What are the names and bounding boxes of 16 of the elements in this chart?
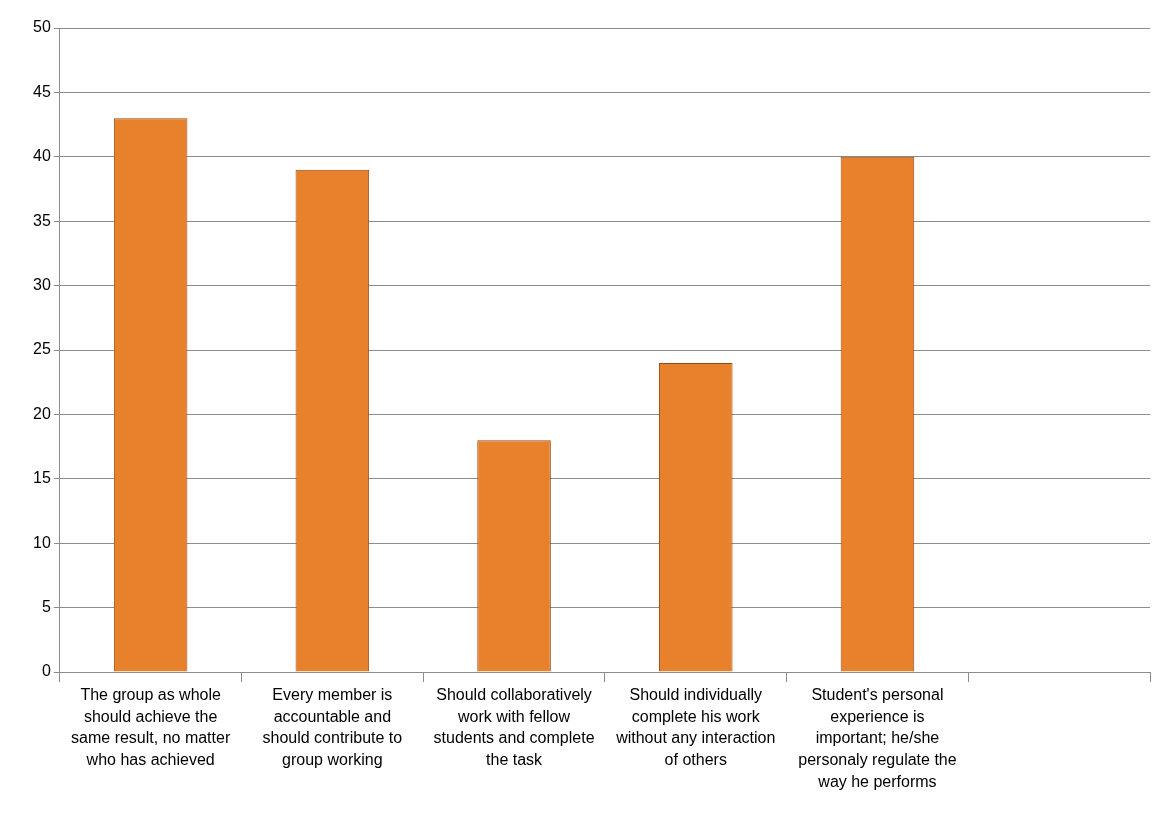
x-tick-label: The group as whole should achieve the same result, no matter who has achieved (71, 686, 231, 769)
y-tick-label: 50 (33, 18, 51, 36)
y-tick-label: 10 (33, 533, 51, 551)
y-tick-label: 35 (33, 211, 51, 229)
x-tick-label: Every member is accountable and should contribute to group working (262, 686, 403, 769)
y-tick-label: 40 (33, 147, 51, 165)
y-tick-label: 20 (33, 404, 51, 422)
x-tick-label: Should collaboratively work with fellow students and complete the task (433, 686, 595, 769)
y-tick-label: 0 (41, 662, 51, 680)
y-tick-label: 45 (33, 82, 51, 100)
x-tick-label: Student's personal experience is important; he/she personaly regulate the way he performs (798, 686, 957, 790)
y-tick-label: 15 (33, 469, 51, 487)
y-tick-label: 5 (41, 598, 51, 616)
y-tick-label: 25 (33, 340, 51, 358)
y-tick-label: 30 (33, 276, 51, 294)
x-tick-label: Should individually complete his work without any interaction of others (615, 686, 776, 769)
